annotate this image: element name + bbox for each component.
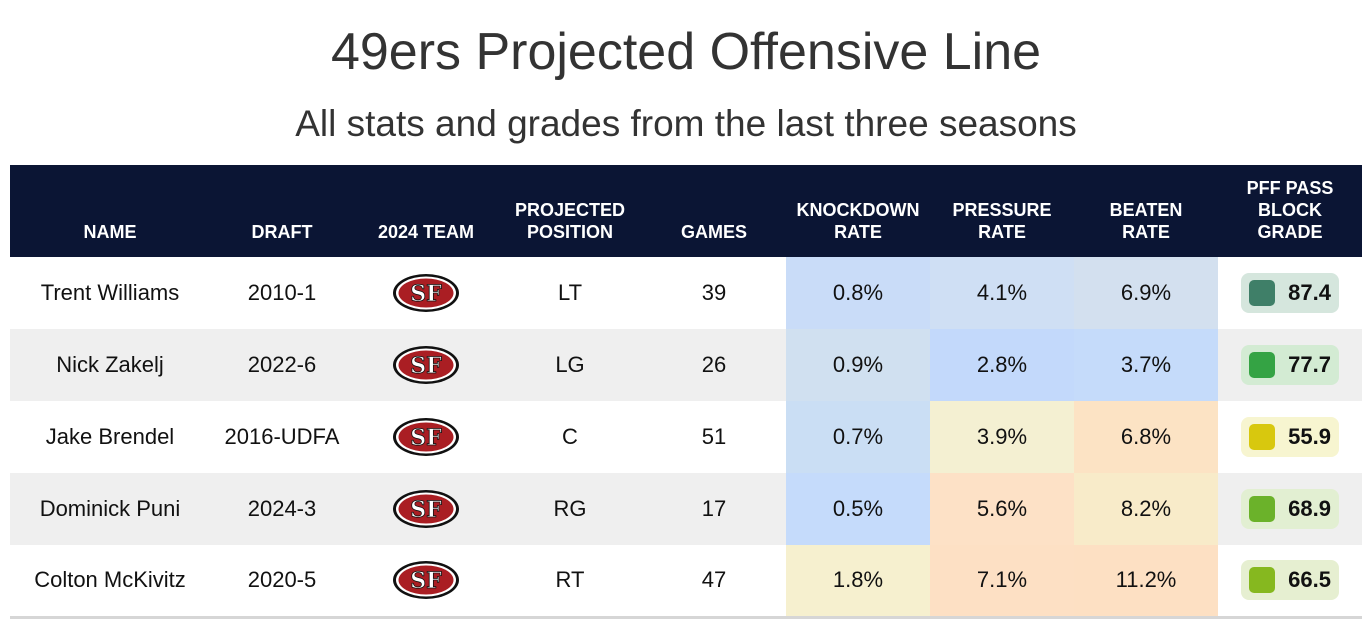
position-cell: LG <box>555 352 585 377</box>
grade-badge: 87.4 <box>1241 273 1339 313</box>
header-beaten-rate: BEATEN RATE <box>1109 200 1183 242</box>
games-cell: 26 <box>701 352 727 377</box>
grade-cell: 68.9 <box>1218 473 1362 545</box>
header-team: 2024 TEAM <box>377 222 475 242</box>
grade-cell: 77.7 <box>1218 329 1362 401</box>
beaten-rate-cell: 3.7% <box>1074 329 1218 401</box>
team-logo-cell: SF <box>354 257 498 329</box>
table-row: Nick Zakelj 2022-6 SF LG 26 0.9% 2.8% 3.… <box>10 329 1362 401</box>
draft-cell: 2010-1 <box>247 280 317 305</box>
grade-cell: 66.5 <box>1218 545 1362 617</box>
pressure-rate-cell: 5.6% <box>930 473 1074 545</box>
grade-badge: 77.7 <box>1241 345 1339 385</box>
svg-text:SF: SF <box>410 353 442 379</box>
player-name: Trent Williams <box>40 280 180 305</box>
games-cell: 39 <box>701 280 727 305</box>
offensive-line-table: NAME DRAFT 2024 TEAM PROJECTED POSITION G… <box>10 165 1362 619</box>
grade-value: 55.9 <box>1288 424 1331 449</box>
games-cell: 47 <box>701 567 727 593</box>
games-cell: 17 <box>701 496 727 521</box>
beaten-rate-cell: 6.8% <box>1074 401 1218 473</box>
team-logo-cell: SF <box>354 473 498 545</box>
49ers-logo-icon: SF <box>393 274 459 312</box>
header-pressure-rate: PRESSURE RATE <box>952 200 1052 242</box>
grade-value: 66.5 <box>1288 567 1331 593</box>
table-row: Colton McKivitz 2020-5 SF RT 47 1.8% 7.1… <box>10 545 1362 617</box>
position-cell: RG <box>553 496 587 521</box>
grade-badge: 55.9 <box>1241 417 1339 457</box>
draft-cell: 2024-3 <box>247 496 317 521</box>
knockdown-rate-cell: 1.8% <box>786 545 930 617</box>
draft-cell: 2022-6 <box>247 352 317 377</box>
svg-text:SF: SF <box>410 281 442 307</box>
grade-value: 87.4 <box>1288 280 1331 305</box>
svg-text:SF: SF <box>410 568 442 594</box>
49ers-logo-icon: SF <box>393 490 459 528</box>
player-name: Jake Brendel <box>45 424 175 449</box>
player-name: Colton McKivitz <box>34 567 186 593</box>
grade-color-swatch <box>1249 280 1275 306</box>
page-title: 49ers Projected Offensive Line <box>330 23 1042 81</box>
grade-color-swatch <box>1249 424 1275 450</box>
page-subtitle: All stats and grades from the last three… <box>295 103 1077 144</box>
knockdown-rate-cell: 0.7% <box>786 401 930 473</box>
pressure-rate-cell: 3.9% <box>930 401 1074 473</box>
table-header-row: NAME DRAFT 2024 TEAM PROJECTED POSITION G… <box>10 165 1362 257</box>
svg-text:SF: SF <box>410 497 442 523</box>
pressure-rate-cell: 4.1% <box>930 257 1074 329</box>
knockdown-rate-cell: 0.5% <box>786 473 930 545</box>
games-cell: 51 <box>701 424 727 449</box>
table-row: Dominick Puni 2024-3 SF RG 17 0.5% 5.6% … <box>10 473 1362 545</box>
grade-color-swatch <box>1249 567 1275 594</box>
position-cell: LT <box>557 280 583 305</box>
knockdown-rate-cell: 0.9% <box>786 329 930 401</box>
beaten-rate-cell: 8.2% <box>1074 473 1218 545</box>
grade-badge: 66.5 <box>1241 560 1339 601</box>
grade-value: 68.9 <box>1288 496 1331 521</box>
position-cell: C <box>562 424 578 449</box>
header-name: NAME <box>83 222 137 242</box>
49ers-logo-icon: SF <box>393 346 459 384</box>
grade-value: 77.7 <box>1288 352 1331 377</box>
49ers-logo-icon: SF <box>393 561 459 600</box>
player-name: Dominick Puni <box>39 496 181 521</box>
draft-cell: 2020-5 <box>247 567 317 593</box>
header-pff-grade: PFF PASS BLOCK GRADE <box>1246 178 1334 242</box>
header-knockdown-rate: KNOCKDOWN RATE <box>796 200 920 242</box>
header-games: GAMES <box>680 222 747 242</box>
grade-color-swatch <box>1249 352 1275 378</box>
grade-badge: 68.9 <box>1241 489 1339 529</box>
team-logo-cell: SF <box>354 545 498 617</box>
beaten-rate-cell: 11.2% <box>1074 545 1218 617</box>
grade-color-swatch <box>1249 496 1275 522</box>
beaten-rate-cell: 6.9% <box>1074 257 1218 329</box>
draft-cell: 2016-UDFA <box>224 424 340 449</box>
team-logo-cell: SF <box>354 401 498 473</box>
header-position: PROJECTED POSITION <box>514 200 626 242</box>
49ers-logo-icon: SF <box>393 418 459 456</box>
position-cell: RT <box>555 567 585 593</box>
pressure-rate-cell: 2.8% <box>930 329 1074 401</box>
grade-cell: 87.4 <box>1218 257 1362 329</box>
grade-cell: 55.9 <box>1218 401 1362 473</box>
pressure-rate-cell: 7.1% <box>930 545 1074 617</box>
team-logo-cell: SF <box>354 329 498 401</box>
table-row: Jake Brendel 2016-UDFA SF C 51 0.7% 3.9%… <box>10 401 1362 473</box>
header-draft: DRAFT <box>251 222 313 242</box>
knockdown-rate-cell: 0.8% <box>786 257 930 329</box>
table-row: Trent Williams 2010-1 SF LT 39 0.8% 4.1%… <box>10 257 1362 329</box>
player-name: Nick Zakelj <box>56 352 164 377</box>
svg-text:SF: SF <box>410 425 442 451</box>
